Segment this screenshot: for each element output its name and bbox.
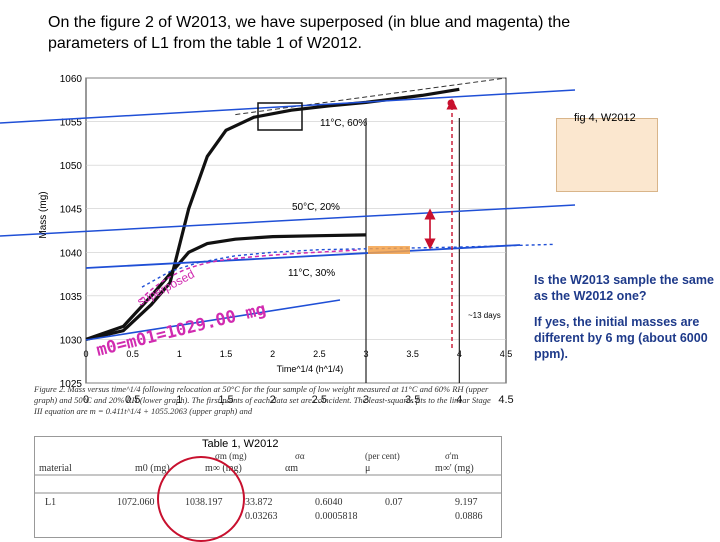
y-tick-label: 1050: [60, 161, 83, 172]
cell-sigma: 33.872: [245, 497, 273, 508]
y-tick-label: 1055: [60, 118, 83, 129]
x-tick-label-lower: 3: [363, 394, 369, 406]
cell-m0: 1072.060: [117, 497, 155, 508]
title-line-2: parameters of L1 from the table 1 of W20…: [48, 35, 362, 52]
cell-alpha: 0.6040: [315, 497, 343, 508]
th-material: material: [39, 463, 72, 474]
x-tick-label: 1: [177, 349, 182, 359]
x-tick-label-lower: 2.5: [312, 394, 327, 406]
cell-material: L1: [45, 497, 57, 508]
y-tick-label: 1045: [60, 205, 83, 216]
plot-area: [85, 77, 507, 384]
table-1-w2012: material m0 (mg) m∞ (mg) αm μ m∞' (mg) σ…: [34, 436, 502, 538]
table-title: Table 1, W2012: [202, 438, 279, 450]
x-tick-label: 2: [270, 349, 275, 359]
label-11c-30: 11°C, 30%: [288, 268, 335, 279]
x-tick-label: 1.5: [220, 349, 233, 359]
cell-minf-prime: 9.197: [455, 497, 478, 508]
question-same-sample: Is the W2013 sample the same as the W201…: [534, 273, 714, 303]
x-tick-label: 3.5: [406, 349, 419, 359]
figure-caption: Figure 2. Mass versus time^1/4 following…: [34, 384, 491, 416]
th-minf-prime: m∞' (mg): [435, 463, 474, 474]
x-tick-label: 0.5: [126, 349, 139, 359]
blue-fit-line-lower: [0, 204, 576, 237]
th-m0: m0 (mg): [135, 463, 170, 474]
cell-sigma-m: 0.03263: [245, 511, 278, 522]
question-mass-difference: If yes, the initial masses are different…: [534, 315, 708, 361]
highlight-circle: [157, 456, 245, 542]
label-11c-60: 11°C, 60%: [320, 118, 367, 129]
fit-line-dashed: [235, 77, 507, 116]
x-tick-label-lower: 4: [456, 394, 462, 406]
y-tick-label: 1025: [60, 379, 83, 390]
table-rules: [35, 474, 501, 494]
label-50c-20: 50°C, 20%: [292, 202, 340, 213]
x-tick-label-lower: 1: [176, 394, 182, 406]
th-mu: μ: [365, 463, 371, 474]
title-line-1: On the figure 2 of W2013, we have superp…: [48, 14, 571, 31]
y-tick-label: 1060: [60, 74, 83, 85]
cell-sigma-alpha: 0.0005818: [315, 511, 358, 522]
th-sigma-m: σm (mg): [215, 451, 247, 461]
label-13-days: ~13 days: [468, 311, 501, 320]
x-tick-label-lower: 1.5: [218, 394, 233, 406]
x-tick-label: 0: [83, 349, 88, 359]
red-marker-point: [447, 99, 455, 107]
y-tick-label: 1035: [60, 292, 83, 303]
y-axis-label: Mass (mg): [38, 191, 49, 238]
y-tick-label: 1040: [60, 248, 83, 259]
fig4-inset-plot: [556, 118, 658, 192]
fig4-label: fig 4, W2012: [574, 112, 636, 124]
x-tick-label-lower: 4.5: [498, 394, 513, 406]
x-tick-label-lower: 0: [83, 394, 89, 406]
x-axis-label: Time^1/4 (h^1/4): [277, 364, 344, 374]
magenta-superposed-curve: [139, 249, 361, 301]
cell-sigma-m-prime: 0.0886: [455, 511, 483, 522]
x-tick-label: 4.5: [500, 349, 513, 359]
x-tick-label-lower: 2: [270, 394, 276, 406]
th-sigma-alpha: σα: [295, 451, 305, 461]
th-sigma-m-prime: σ'm: [445, 451, 459, 461]
blue-fit-line-mid: [85, 244, 521, 269]
blue-fit-line-start: [85, 299, 341, 341]
x-tick-label: 2.5: [313, 349, 326, 359]
y-tick-label: 1030: [60, 335, 83, 346]
cell-mu: 0.07: [385, 497, 403, 508]
x-tick-label-lower: 0.5: [125, 394, 140, 406]
blue-fit-line-upper: [0, 89, 576, 124]
th-alpha: αm: [285, 463, 299, 474]
highlight-box-upper: [257, 102, 303, 131]
slide-title: On the figure 2 of W2013, we have superp…: [48, 12, 608, 54]
series-line-2: [85, 233, 367, 341]
th-percent: (per cent): [365, 451, 400, 461]
orange-highlight-bar: [368, 246, 410, 254]
x-tick-label-lower: 3.5: [405, 394, 420, 406]
